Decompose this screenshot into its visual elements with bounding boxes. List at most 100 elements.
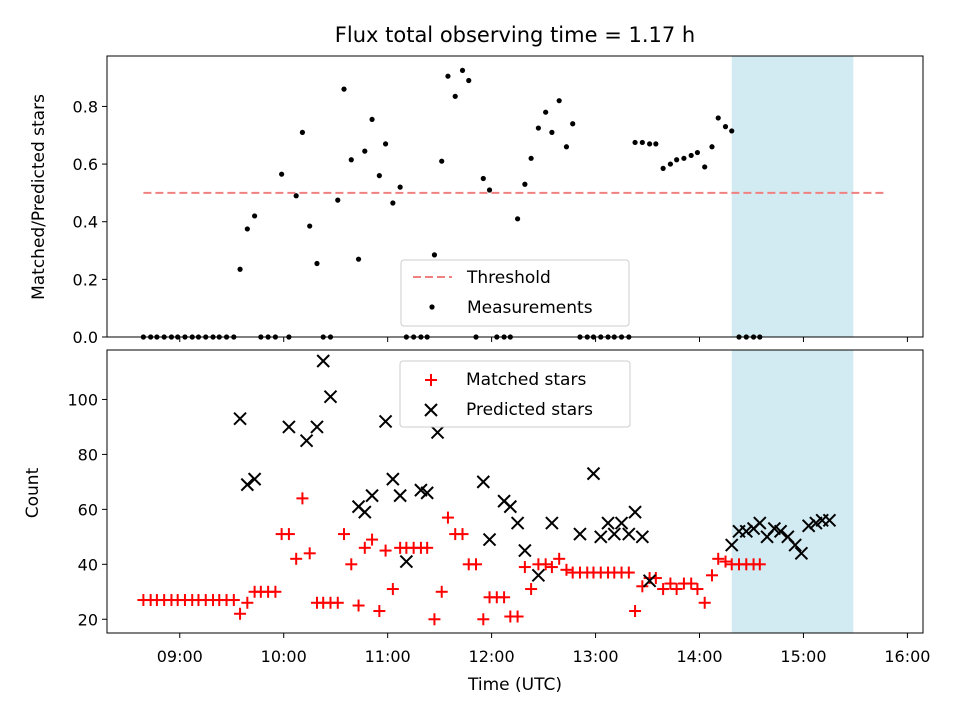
matched-star-point	[269, 585, 282, 598]
measurement-point	[431, 252, 438, 258]
predicted-star-stroke-b	[282, 420, 296, 434]
measurement-point	[632, 139, 638, 146]
predicted-star-point	[430, 425, 445, 440]
predicted-star-point	[503, 499, 518, 514]
predicted-star-stroke-b	[299, 433, 314, 448]
measurement-point	[556, 98, 562, 104]
predicted-star-stroke-b	[586, 466, 601, 481]
measurement-point	[563, 144, 570, 150]
measurement-point	[341, 86, 347, 92]
matched-star-point	[234, 607, 247, 620]
predicted-star-stroke-b	[482, 532, 497, 547]
predicted-star-point	[614, 516, 629, 530]
matched-star-point	[470, 558, 483, 571]
measurement-point	[252, 213, 258, 219]
bottom-panel: 20 40 60 80 100 Count	[23, 349, 924, 634]
matched-star-point	[441, 511, 454, 524]
measurement-point	[681, 155, 687, 161]
bottom-highlight-band	[731, 350, 854, 633]
predicted-star-stroke-b	[503, 499, 518, 514]
predicted-star-stroke-b	[531, 568, 546, 583]
bottom-legend-box	[399, 360, 631, 428]
measurement-point	[439, 158, 445, 164]
predicted-star-point	[601, 516, 615, 530]
predicted-star-stroke-b	[794, 546, 809, 561]
x-tick-label: 12:00	[469, 647, 515, 666]
measurement-point	[514, 216, 521, 222]
measurement-point	[335, 197, 341, 203]
predicted-star-point	[420, 486, 434, 500]
predicted-star-stroke-b	[545, 516, 559, 530]
matched-star-point	[282, 528, 295, 541]
x-tick-label: 10:00	[261, 647, 307, 666]
matched-star-point	[691, 583, 704, 596]
predicted-star-stroke-b	[323, 390, 338, 404]
predicted-star-point	[725, 538, 739, 552]
predicted-star-stroke-b	[573, 527, 587, 541]
predicted-star-stroke-b	[430, 425, 445, 440]
top-panel: 0.0 0.2 0.4 0.6 0.8 Matched/Predicted stars	[29, 55, 924, 347]
measurement-point	[528, 155, 534, 161]
matched-star-point	[373, 605, 386, 618]
x-tick-label: 16:00	[884, 647, 930, 666]
legend-predicted-label: Predicted stars	[466, 400, 593, 420]
matched-star-point	[498, 591, 511, 604]
matched-star-point	[525, 583, 538, 596]
matched-star-point	[290, 552, 303, 565]
legend-threshold-label: Threshold	[466, 268, 551, 288]
matched-star-point	[386, 583, 399, 596]
top-highlight-band	[731, 56, 854, 337]
chart-title: Flux total observing time = 1.17 h	[335, 23, 695, 47]
measurement-point	[452, 93, 458, 99]
predicted-star-stroke-b	[628, 505, 642, 519]
legend-predicted-swatch	[424, 403, 438, 417]
matched-star-point	[664, 577, 677, 590]
predicted-star-point	[531, 568, 546, 583]
matched-star-point	[331, 596, 344, 609]
matched-star-point	[511, 610, 524, 623]
predicted-star-stroke-b	[386, 472, 400, 486]
legend-matched-label: Matched stars	[466, 370, 586, 390]
predicted-star-point	[794, 546, 809, 561]
predicted-star-stroke-b	[607, 527, 621, 541]
matched-star-point	[338, 528, 351, 541]
predicted-star-point	[365, 488, 379, 503]
measurement-point	[480, 175, 486, 182]
legend-matched-swatch	[425, 374, 437, 386]
measurement-point	[355, 256, 362, 262]
predicted-star-point	[622, 527, 636, 541]
measurement-point	[299, 129, 306, 135]
predicted-star-point	[518, 543, 532, 558]
predicted-star-stroke-b	[594, 530, 608, 544]
measurement-point	[674, 157, 680, 163]
predicted-star-stroke-b	[399, 554, 414, 569]
measurement-point	[535, 125, 541, 131]
x-axis-ticks: 09:00 10:00 11:00 12:00 13:00 14:00 15:00 16:00	[157, 337, 930, 666]
top-legend: Threshold Measurements	[400, 259, 630, 327]
predicted-star-stroke-b	[614, 516, 629, 530]
predicted-star-point	[386, 472, 400, 486]
predicted-star-point	[607, 527, 621, 541]
predicted-star-stroke-b	[801, 519, 816, 533]
x-axis-label: Time (UTC)	[467, 675, 562, 695]
measurement-point	[715, 115, 721, 121]
legend-measurements-swatch	[429, 304, 435, 310]
predicted-star-point	[801, 519, 816, 533]
matched-star-point	[345, 558, 358, 571]
predicted-star-stroke-b	[310, 420, 324, 434]
matched-star-point	[428, 613, 441, 626]
x-tick-label: 09:00	[157, 647, 203, 666]
x-tick-label: 14:00	[676, 647, 722, 666]
predicted-star-point	[594, 530, 608, 544]
predicted-star-point	[628, 505, 642, 519]
predicted-star-stroke-b	[393, 488, 407, 503]
matched-star-point	[379, 544, 392, 557]
top-y-tick-label: 0.2	[73, 270, 98, 289]
measurement-point	[314, 260, 320, 267]
matched-star-point	[303, 547, 316, 560]
top-y-tick-label: 0.8	[73, 97, 98, 116]
predicted-star-point	[482, 532, 497, 547]
predicted-star-stroke-b	[739, 524, 753, 539]
measurement-point	[522, 181, 528, 187]
measurement-point	[543, 109, 549, 115]
